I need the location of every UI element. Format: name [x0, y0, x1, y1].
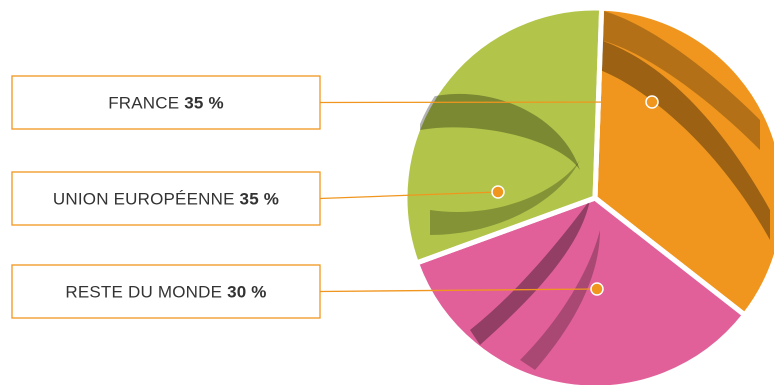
- pie-label-text: FRANCE 35 %: [108, 94, 224, 113]
- pie-label-box: [11, 264, 321, 319]
- pie-separator-2: [593, 196, 748, 319]
- pie-separator-3: [413, 195, 596, 267]
- pie-texture-stroke-6: [520, 230, 600, 370]
- pie-slice-1: [592, 5, 774, 318]
- pie-texture-stroke-1: [600, 40, 770, 240]
- pie-leader-dot: [491, 185, 505, 199]
- pie-labels: FRANCE 35 %UNION EUROPÉENNE 35 %RESTE DU…: [11, 75, 659, 319]
- pie-texture-stroke-3: [420, 93, 580, 170]
- pie-texture-stroke-5: [470, 200, 590, 345]
- pie-leader-line: [319, 288, 598, 293]
- pie-label-value: 35 %: [240, 190, 280, 209]
- pie-slice-3: [402, 5, 605, 266]
- pie-label-value: 35 %: [184, 94, 224, 113]
- pie-slices: [402, 5, 774, 385]
- pie-texture-stroke-4: [430, 160, 580, 235]
- pie-label-3: RESTE DU MONDE 30 %: [11, 264, 604, 319]
- pie-label-value: 30 %: [227, 283, 267, 302]
- pie-leader-dot: [590, 282, 604, 296]
- pie-label-name: UNION EUROPÉENNE: [53, 190, 240, 209]
- pie-slice-2: [413, 195, 748, 385]
- pie-label-text: UNION EUROPÉENNE 35 %: [53, 190, 279, 209]
- pie-leader-line: [319, 191, 499, 200]
- pie-label-name: RESTE DU MONDE: [65, 283, 227, 302]
- pie-label-box: [11, 75, 321, 130]
- pie-label-2: UNION EUROPÉENNE 35 %: [11, 171, 505, 226]
- pie-texture-stroke-2: [600, 10, 760, 150]
- pie-label-name: FRANCE: [108, 94, 184, 113]
- pie-leader-dot: [645, 95, 659, 109]
- pie-label-box: [11, 171, 321, 226]
- pie-label-1: FRANCE 35 %: [11, 75, 659, 130]
- pie-label-text: RESTE DU MONDE 30 %: [65, 283, 266, 302]
- pie-leader-line: [319, 101, 653, 104]
